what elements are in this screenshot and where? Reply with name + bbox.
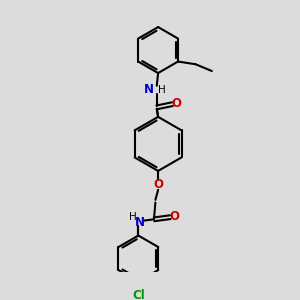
Text: N: N xyxy=(144,83,154,96)
Text: H: H xyxy=(158,85,166,95)
Text: Cl: Cl xyxy=(132,289,145,300)
Text: O: O xyxy=(153,178,163,191)
Text: O: O xyxy=(169,210,180,223)
Text: O: O xyxy=(172,97,182,110)
Text: H: H xyxy=(129,212,137,222)
Text: N: N xyxy=(135,215,145,229)
